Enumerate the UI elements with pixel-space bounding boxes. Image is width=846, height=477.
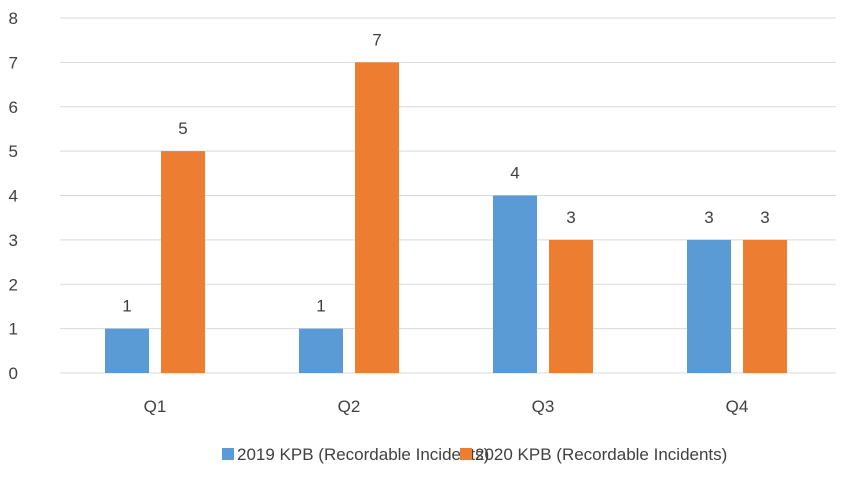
y-tick-label: 0: [9, 364, 18, 383]
x-axis-tick-labels: Q1 Q2 Q3 Q4: [144, 397, 749, 416]
x-tick-label: Q4: [726, 397, 749, 416]
x-tick-label: Q1: [144, 397, 167, 416]
data-labels: 1 5 1 7 4 3 3 3: [122, 30, 769, 315]
y-tick-label: 8: [9, 9, 18, 28]
data-label: 3: [704, 208, 713, 227]
y-tick-label: 5: [9, 142, 18, 161]
y-tick-label: 7: [9, 53, 18, 72]
y-tick-label: 3: [9, 231, 18, 250]
y-axis-tick-labels: 0 1 2 3 4 5 6 7 8: [9, 9, 18, 383]
y-tick-label: 4: [9, 187, 18, 206]
data-label: 5: [178, 119, 187, 138]
data-label: 4: [510, 164, 519, 183]
x-tick-label: Q3: [532, 397, 555, 416]
data-label: 7: [372, 30, 381, 49]
y-tick-label: 2: [9, 275, 18, 294]
y-tick-label: 1: [9, 320, 18, 339]
bar-q2-series-1: [299, 328, 343, 373]
bar-q1-series-2: [161, 151, 205, 373]
bar-q2-series-2: [355, 62, 399, 373]
y-tick-label: 6: [9, 98, 18, 117]
legend: 2019 KPB (Recordable Incidents)2020 KPB …: [222, 445, 727, 464]
data-label: 3: [760, 208, 769, 227]
data-label: 1: [122, 297, 131, 316]
bar-q1-series-1: [105, 328, 149, 373]
data-label: 3: [566, 208, 575, 227]
legend-swatch: [460, 448, 472, 460]
bar-q3-series-2: [549, 239, 593, 373]
data-label: 1: [316, 297, 325, 316]
bar-q3-series-1: [493, 195, 537, 373]
bar-q4-series-2: [743, 239, 787, 373]
x-tick-label: Q2: [338, 397, 361, 416]
legend-swatch: [222, 448, 234, 460]
bars: [105, 62, 787, 373]
bar-q4-series-1: [687, 239, 731, 373]
legend-label: 2020 KPB (Recordable Incidents): [475, 445, 727, 464]
legend-label: 2019 KPB (Recordable Incidents): [237, 445, 489, 464]
